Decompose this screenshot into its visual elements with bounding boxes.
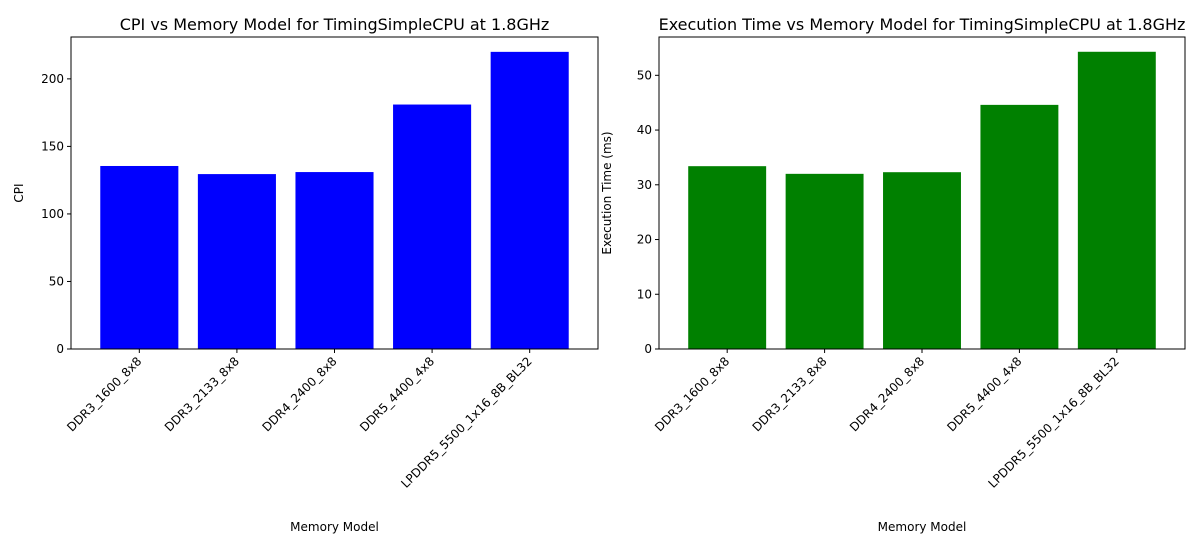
y-tick-label: 0 (56, 342, 64, 356)
y-tick-label: 50 (637, 68, 652, 82)
x-tick-label: DDR3_2133_8x8 (750, 354, 830, 434)
bar-DDR4_2400_8x8 (883, 172, 961, 349)
y-tick-label: 50 (49, 274, 64, 288)
plot-frame (70, 36, 599, 350)
x-axis-label: Memory Model (878, 520, 967, 534)
bar-DDR3_2133_8x8 (197, 174, 276, 349)
x-tick-label: DDR4_2400_8x8 (847, 354, 927, 434)
bar-DDR4_2400_8x8 (295, 172, 374, 349)
y-tick-label: 200 (41, 72, 64, 86)
y-tick-label: 150 (41, 139, 64, 153)
chart-title: Execution Time vs Memory Model for Timin… (659, 15, 1186, 34)
y-axis-label: CPI (12, 183, 26, 202)
x-axis-label: Memory Model (290, 520, 379, 534)
bar-DDR3_2133_8x8 (785, 173, 864, 349)
x-tick-label: DDR3_2133_8x8 (162, 354, 242, 434)
y-axis-label: Execution Time (ms) (600, 131, 614, 254)
y-tick-label: 10 (637, 287, 652, 301)
x-tick-label: DDR5_4400_4x8 (944, 354, 1024, 434)
bar-LPDDR5_5500_1x16_8B_BL32 (490, 51, 569, 349)
execution-time-chart: Execution Time vs Memory Model for Timin… (600, 15, 1186, 534)
bars (100, 51, 569, 349)
bars (688, 51, 1156, 350)
bar-DDR5_4400_4x8 (393, 104, 472, 349)
y-tick-label: 40 (637, 123, 652, 137)
plot-frame (658, 36, 1186, 350)
y-tick-label: 0 (644, 342, 652, 356)
x-tick-label: DDR5_4400_4x8 (357, 354, 437, 434)
cpi-chart: CPI vs Memory Model for TimingSimpleCPU … (12, 15, 599, 534)
bar-DDR3_1600_8x8 (688, 166, 767, 349)
y-tick-label: 100 (41, 207, 64, 221)
bar-LPDDR5_5500_1x16_8B_BL32 (1077, 51, 1156, 350)
y-tick-label: 30 (637, 178, 652, 192)
x-tick-label: DDR3_1600_8x8 (64, 354, 144, 434)
x-tick-label: DDR4_2400_8x8 (259, 354, 339, 434)
x-tick-label: DDR3_1600_8x8 (652, 354, 732, 434)
chart-title: CPI vs Memory Model for TimingSimpleCPU … (120, 15, 550, 34)
bar-DDR5_4400_4x8 (980, 104, 1059, 349)
bar-DDR3_1600_8x8 (100, 165, 179, 349)
y-tick-label: 20 (637, 233, 652, 247)
